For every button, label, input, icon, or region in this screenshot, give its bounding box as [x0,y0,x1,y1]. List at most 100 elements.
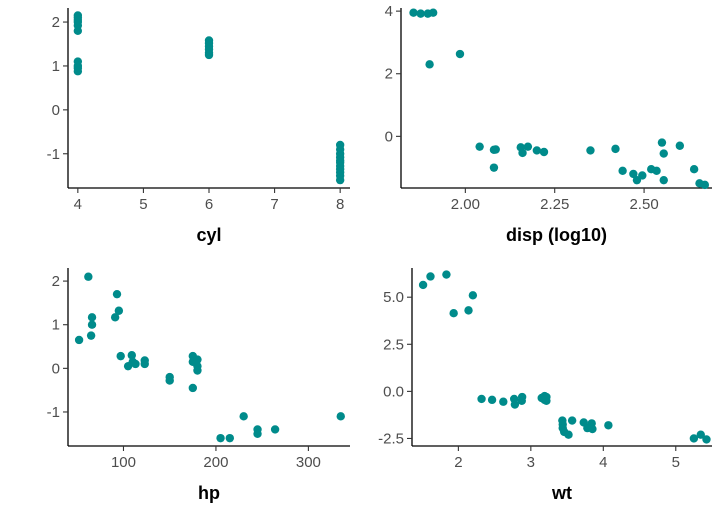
y-tick-label: 2 [52,14,60,31]
x-tick-label: 300 [296,454,321,471]
x-tick-label: 4 [74,196,82,213]
data-point [455,49,465,59]
scatter-panel-1: 4 5 6 7 8 -1 0 1 2 cyl [47,8,350,245]
data-point [618,166,627,175]
data-point [564,430,573,439]
x-tick-label: 2.00 [451,196,480,213]
x-tick-label: 4 [599,454,607,471]
x-tick-label: 5 [672,454,680,471]
data-point [73,26,83,36]
x-tick-label: 8 [336,196,344,213]
data-point [253,429,262,438]
data-point [204,50,214,60]
data-point [225,433,235,443]
x-tick-label: 5 [139,196,147,213]
x-tick-label: 2 [454,454,462,471]
data-point [689,165,699,174]
data-point [87,313,97,322]
data-point [518,148,527,158]
data-point [449,309,458,318]
y-tick-label: 0 [385,128,393,145]
data-point [696,430,705,439]
x-tick-label: 6 [205,196,213,213]
data-point [336,412,345,421]
x-axis-title: wt [551,483,572,503]
data-point [567,416,577,425]
data-point [131,359,140,369]
data-point [652,166,661,175]
data-point [127,351,136,360]
y-tick-label: -1 [47,404,60,421]
y-tick-label: 5.0 [383,289,404,306]
x-tick-label: 2.25 [540,196,569,213]
data-point [426,272,435,281]
data-point [657,138,667,147]
data-point [239,412,248,421]
data-point [499,397,508,406]
y-tick-label: 1 [52,317,60,334]
data-point [629,169,638,179]
data-point [87,320,97,329]
data-point [188,383,198,393]
x-axis-title: hp [198,483,220,503]
x-axis-title: disp (log10) [506,225,607,245]
x-tick-label: 7 [270,196,278,213]
data-point [659,175,668,185]
data-point [700,180,710,190]
data-point [586,146,595,155]
data-point [532,146,542,155]
x-tick-label: 100 [111,454,136,471]
data-point [588,424,597,434]
data-point [475,142,484,151]
data-point [110,313,120,322]
scatter-panel-2: 2.00 2.25 2.50 0 2 4 disp (log10) [385,3,712,245]
data-point [442,270,451,279]
data-point [84,272,93,281]
data-point [491,145,500,154]
data-point [510,400,520,409]
y-tick-label: 0 [52,102,60,119]
data-point [270,425,280,434]
y-tick-label: 0 [52,360,60,377]
data-point [428,8,438,17]
data-point [114,306,124,315]
data-point [116,351,125,361]
data-point [540,395,549,405]
x-tick-label: 3 [527,454,535,471]
data-point [702,435,711,444]
data-point [638,171,647,180]
y-tick-label: 1 [52,58,60,75]
data-point [659,149,668,158]
data-point [193,366,202,375]
y-tick-label: 0.0 [383,383,404,400]
data-point [140,359,149,369]
data-point [193,355,202,364]
y-tick-label: -1 [47,146,60,163]
data-point [165,376,174,385]
scatter-panel-4: 2 3 4 5 -2.5 0.0 2.5 5.0 wt [378,268,712,503]
data-point [425,60,434,69]
data-point [489,163,499,172]
data-point [74,335,84,345]
data-point [464,306,473,315]
data-point [216,433,225,443]
y-tick-label: 2 [385,66,393,83]
data-point [477,394,486,404]
y-tick-label: 4 [385,3,393,20]
data-point [517,392,527,402]
data-point [416,9,425,18]
data-point [487,395,497,405]
data-point [335,175,345,185]
x-tick-label: 2.50 [629,196,658,213]
scatter-panel-3: 100 200 300 -1 0 1 2 hp [47,268,350,503]
data-point [73,67,83,76]
y-tick-label: 2 [52,273,60,290]
data-point [468,291,478,300]
data-point [539,147,549,157]
data-point [689,434,699,443]
data-point [604,421,613,430]
data-point [112,289,122,299]
data-point [409,8,418,17]
data-point [523,142,533,151]
